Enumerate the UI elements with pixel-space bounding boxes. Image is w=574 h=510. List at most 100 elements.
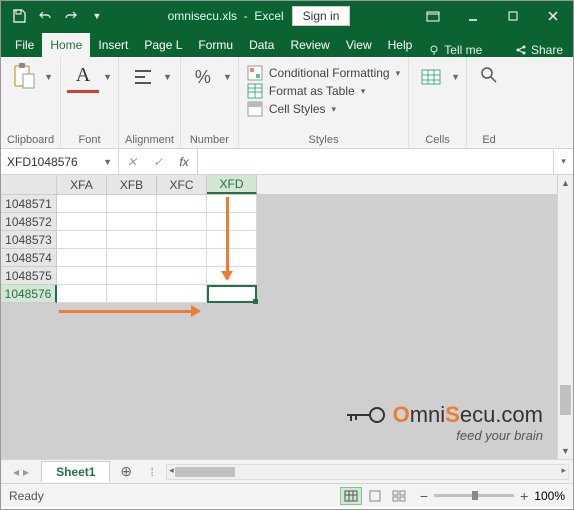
number-icon[interactable]: % bbox=[187, 61, 219, 93]
cell[interactable] bbox=[157, 285, 207, 303]
cell[interactable] bbox=[207, 195, 257, 213]
cell[interactable] bbox=[57, 267, 107, 285]
sheet-tab-sheet1[interactable]: Sheet1 bbox=[41, 461, 110, 482]
sheet-prev-icon[interactable]: ◂ bbox=[13, 465, 19, 479]
formula-input[interactable] bbox=[198, 149, 553, 174]
scroll-left-icon[interactable]: ◂ bbox=[169, 465, 174, 476]
tab-formulas[interactable]: Formu bbox=[190, 33, 241, 57]
page-break-view-icon[interactable] bbox=[388, 487, 410, 505]
group-alignment: ▼ Alignment bbox=[119, 57, 181, 148]
vertical-scrollbar[interactable]: ▲ ▼ bbox=[557, 175, 573, 459]
name-box[interactable]: XFD1048576▼ bbox=[1, 149, 119, 174]
cell[interactable] bbox=[57, 213, 107, 231]
group-styles: Conditional Formatting▾ Format as Table▾… bbox=[239, 57, 409, 148]
cell-styles-button[interactable]: Cell Styles▾ bbox=[247, 101, 400, 117]
tab-view[interactable]: View bbox=[338, 33, 380, 57]
cell[interactable] bbox=[207, 231, 257, 249]
add-sheet-button[interactable]: ⊕ bbox=[110, 463, 142, 480]
cell[interactable] bbox=[57, 249, 107, 267]
chevron-down-icon[interactable]: ▼ bbox=[103, 72, 112, 82]
scroll-right-icon[interactable]: ▸ bbox=[561, 465, 566, 476]
row-header[interactable]: 1048572 bbox=[1, 213, 57, 231]
row-header[interactable]: 1048576 bbox=[1, 285, 57, 303]
col-header-xfb[interactable]: XFB bbox=[107, 175, 157, 194]
cell[interactable] bbox=[107, 267, 157, 285]
qat-dropdown-icon[interactable]: ▼ bbox=[89, 8, 105, 24]
tell-me[interactable]: Tell me bbox=[420, 43, 515, 57]
tab-home[interactable]: Home bbox=[42, 33, 90, 57]
cells-icon[interactable] bbox=[415, 61, 447, 93]
cell[interactable] bbox=[157, 213, 207, 231]
annotation-arrow-vertical bbox=[226, 197, 229, 279]
ribbon-display-icon[interactable] bbox=[413, 1, 453, 31]
chevron-down-icon[interactable]: ▼ bbox=[103, 157, 112, 167]
format-as-table-button[interactable]: Format as Table▾ bbox=[247, 83, 400, 99]
enter-icon[interactable]: ✓ bbox=[145, 155, 171, 169]
col-header-xfd[interactable]: XFD bbox=[207, 175, 257, 194]
cell[interactable] bbox=[207, 213, 257, 231]
cell[interactable] bbox=[107, 213, 157, 231]
cell[interactable] bbox=[107, 249, 157, 267]
cell[interactable] bbox=[57, 285, 107, 303]
cell[interactable] bbox=[57, 195, 107, 213]
chevron-down-icon[interactable]: ▼ bbox=[223, 72, 232, 82]
cell-selected[interactable] bbox=[207, 285, 257, 303]
zoom-out-button[interactable]: − bbox=[420, 488, 428, 504]
cell[interactable] bbox=[57, 231, 107, 249]
cell[interactable] bbox=[157, 195, 207, 213]
row-header[interactable]: 1048575 bbox=[1, 267, 57, 285]
font-icon[interactable]: A bbox=[67, 61, 99, 93]
tab-pagelayout[interactable]: Page L bbox=[136, 33, 190, 57]
cell[interactable] bbox=[157, 231, 207, 249]
close-icon[interactable] bbox=[533, 1, 573, 31]
maximize-icon[interactable] bbox=[493, 1, 533, 31]
tab-review[interactable]: Review bbox=[282, 33, 337, 57]
zoom-level[interactable]: 100% bbox=[534, 489, 565, 503]
row-header[interactable]: 1048573 bbox=[1, 231, 57, 249]
conditional-formatting-button[interactable]: Conditional Formatting▾ bbox=[247, 65, 400, 81]
cell[interactable] bbox=[107, 195, 157, 213]
editing-icon[interactable] bbox=[473, 61, 505, 93]
save-icon[interactable] bbox=[11, 8, 27, 24]
sheet-next-icon[interactable]: ▸ bbox=[23, 465, 29, 479]
sign-in-button[interactable]: Sign in bbox=[292, 6, 351, 26]
normal-view-icon[interactable] bbox=[340, 487, 362, 505]
scroll-thumb[interactable] bbox=[175, 467, 235, 477]
expand-formula-icon[interactable]: ▾ bbox=[553, 149, 573, 174]
paste-icon[interactable] bbox=[8, 61, 40, 93]
chevron-down-icon[interactable]: ▼ bbox=[451, 72, 460, 82]
status-text: Ready bbox=[9, 489, 340, 503]
chevron-down-icon[interactable]: ▼ bbox=[163, 72, 172, 82]
tab-file[interactable]: File bbox=[7, 33, 42, 57]
scroll-down-icon[interactable]: ▼ bbox=[558, 443, 573, 459]
tab-help[interactable]: Help bbox=[380, 33, 421, 57]
col-header-xfa[interactable]: XFA bbox=[57, 175, 107, 194]
cell[interactable] bbox=[157, 267, 207, 285]
tab-data[interactable]: Data bbox=[241, 33, 282, 57]
spreadsheet-grid: XFA XFB XFC XFD 1048571 1048572 1048573 … bbox=[1, 175, 573, 459]
row-header[interactable]: 1048574 bbox=[1, 249, 57, 267]
zoom-in-button[interactable]: + bbox=[520, 488, 528, 504]
cell[interactable] bbox=[107, 285, 157, 303]
page-layout-view-icon[interactable] bbox=[364, 487, 386, 505]
tab-insert[interactable]: Insert bbox=[90, 33, 136, 57]
zoom-slider[interactable] bbox=[434, 494, 514, 497]
share-button[interactable]: Share bbox=[515, 43, 573, 57]
undo-icon[interactable] bbox=[37, 8, 53, 24]
col-header-xfc[interactable]: XFC bbox=[157, 175, 207, 194]
scroll-thumb[interactable] bbox=[560, 385, 571, 415]
horizontal-scrollbar[interactable]: ◂ ▸ bbox=[166, 464, 569, 480]
watermark-text: OmniSecu.com bbox=[393, 402, 543, 428]
cancel-icon[interactable]: ✕ bbox=[119, 155, 145, 169]
redo-icon[interactable] bbox=[63, 8, 79, 24]
cell[interactable] bbox=[157, 249, 207, 267]
cell[interactable] bbox=[207, 249, 257, 267]
select-all-corner[interactable] bbox=[1, 175, 57, 194]
chevron-down-icon[interactable]: ▼ bbox=[44, 72, 53, 82]
cell[interactable] bbox=[107, 231, 157, 249]
row-header[interactable]: 1048571 bbox=[1, 195, 57, 213]
minimize-icon[interactable] bbox=[453, 1, 493, 31]
scroll-up-icon[interactable]: ▲ bbox=[558, 175, 573, 191]
alignment-icon[interactable] bbox=[127, 61, 159, 93]
fx-icon[interactable]: fx bbox=[171, 155, 197, 169]
